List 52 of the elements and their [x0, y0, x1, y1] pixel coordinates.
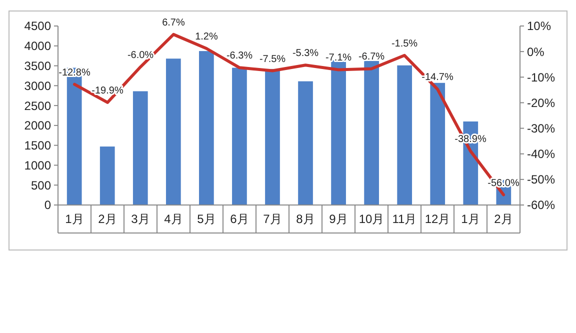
y2-tick-label: -40%	[527, 147, 556, 162]
y2-tick-label: 10%	[527, 19, 552, 34]
y2-tick-label: -10%	[527, 70, 556, 84]
bar	[331, 60, 346, 205]
y-tick-label: 3000	[24, 78, 52, 93]
y2-tick-label: -50%	[527, 172, 556, 187]
x-tick-label: 9月	[329, 212, 348, 226]
x-tick-label: 2月	[98, 212, 117, 226]
x-tick-label: 3月	[131, 212, 150, 226]
data-label: -1.5%	[391, 38, 418, 50]
data-label: -7.1%	[325, 52, 352, 64]
data-label: -5.3%	[292, 48, 319, 60]
bar	[364, 61, 379, 205]
y2-tick-label: -20%	[527, 96, 556, 110]
data-label: -56.0%	[488, 178, 520, 189]
data-label: -6.3%	[226, 50, 253, 62]
data-label: -7.5%	[259, 54, 286, 65]
y-tick-label: 2500	[24, 98, 52, 113]
bar	[397, 65, 412, 205]
bar	[430, 82, 446, 205]
data-label: 1.2%	[195, 32, 218, 43]
x-tick-label: 12月	[424, 212, 450, 226]
x-tick-label: 5月	[197, 212, 216, 226]
y-tick-label: 1500	[24, 138, 52, 153]
x-tick-label: 7月	[263, 212, 282, 226]
x-tick-label: 11月	[392, 212, 417, 226]
x-tick-label: 6月	[230, 212, 249, 226]
y2-tick-label: -60%	[527, 198, 556, 212]
y-tick-label: 4500	[24, 19, 52, 34]
x-tick-label: 1月	[65, 212, 84, 226]
y-tick-label: 3500	[24, 58, 52, 73]
bar	[232, 68, 247, 205]
y-tick-label: 500	[30, 178, 52, 192]
y-tick-label: 2000	[24, 118, 52, 133]
y-tick-label: 4000	[24, 39, 52, 54]
bar	[199, 51, 214, 205]
bar	[265, 68, 280, 205]
data-label: -6.7%	[358, 52, 385, 63]
x-tick-label: 4月	[164, 212, 183, 226]
x-tick-label: 2月	[494, 212, 513, 226]
bar	[166, 58, 181, 205]
y-tick-label: 1000	[24, 158, 52, 172]
bar	[298, 81, 313, 205]
y2-tick-label: -30%	[527, 121, 556, 136]
x-tick-label: 1月	[461, 212, 480, 226]
x-tick-label: 8月	[296, 212, 315, 226]
y2-tick-label: 0%	[527, 44, 545, 59]
bar	[132, 91, 148, 205]
x-tick-label: 10月	[358, 212, 384, 226]
data-label: 6.7%	[162, 17, 186, 28]
bar	[100, 146, 115, 205]
y-tick-label: 0	[44, 198, 52, 212]
